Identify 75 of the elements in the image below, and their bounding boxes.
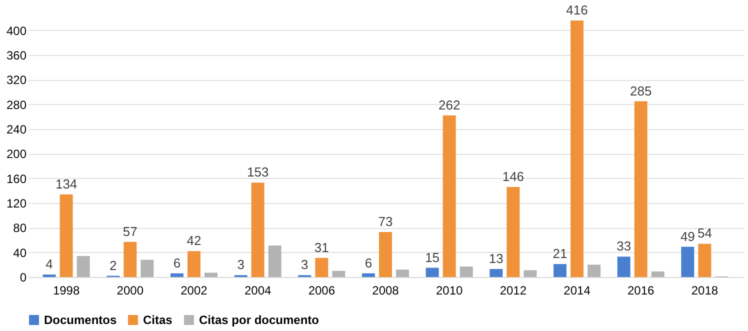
bar: [170, 273, 184, 277]
bar: [140, 260, 154, 277]
legend-label: Citas por documento: [199, 313, 320, 327]
x-tick-label: 2002: [180, 284, 208, 298]
data-label: 21: [552, 246, 568, 262]
x-tick-label: 2000: [116, 284, 144, 298]
data-label: 33: [616, 238, 632, 254]
data-label: 31: [314, 240, 329, 255]
x-tick-label: 2006: [308, 284, 336, 298]
x-tick-label: 1998: [52, 284, 80, 298]
bar: [315, 258, 328, 277]
x-tick-label: 2008: [372, 284, 400, 298]
bar: [442, 115, 456, 277]
bar: [588, 264, 601, 277]
data-label: 416: [566, 2, 588, 18]
y-tick-label: 320: [6, 73, 27, 88]
y-tick-label: 120: [6, 196, 27, 210]
legend-label: Documentos: [44, 313, 117, 327]
bar: [460, 266, 473, 277]
x-tick-label: 2012: [500, 284, 527, 298]
data-label: 262: [438, 97, 460, 112]
bar: [698, 244, 712, 277]
bar: [506, 186, 520, 277]
data-label: 153: [246, 164, 269, 180]
bar: [124, 242, 137, 277]
data-label: 2: [110, 258, 117, 273]
data-label: 49: [680, 228, 695, 244]
bar: [379, 232, 392, 277]
bar: [76, 256, 90, 277]
x-tick-label: 2014: [564, 284, 591, 298]
bar: [570, 20, 584, 277]
bar: [187, 251, 200, 277]
x-tick-label: 2010: [436, 284, 464, 298]
bar: [524, 270, 537, 277]
data-label: 15: [425, 250, 440, 265]
data-label: 42: [186, 233, 202, 248]
data-label: 13: [488, 250, 504, 266]
bar: [651, 271, 664, 277]
bar: [332, 270, 346, 277]
legend-label: Citas: [143, 313, 173, 327]
y-tick-label: 0: [20, 270, 27, 284]
data-label: 54: [697, 226, 712, 241]
x-tick-label: 2016: [628, 284, 655, 298]
bar: [362, 273, 375, 277]
bar: [617, 256, 630, 277]
bar: [396, 270, 410, 277]
x-tick-label: 2004: [244, 284, 272, 298]
bar: [268, 246, 282, 277]
bar: [490, 268, 503, 277]
data-label: 146: [502, 168, 524, 184]
data-label: 57: [122, 224, 138, 239]
y-tick-label: 400: [6, 24, 27, 38]
data-label: 285: [630, 83, 652, 98]
data-label: 6: [173, 255, 181, 270]
bar: [251, 182, 264, 277]
data-label: 3: [301, 257, 308, 272]
x-tick-label: 2018: [691, 284, 718, 298]
bar: [553, 264, 566, 277]
y-tick-label: 240: [6, 122, 27, 136]
data-label: 4: [46, 256, 53, 272]
y-tick-label: 80: [13, 221, 27, 236]
y-tick-label: 40: [13, 246, 27, 260]
data-label: 134: [55, 176, 78, 192]
bar: [634, 101, 648, 277]
bar: [204, 272, 218, 277]
bar: [60, 194, 73, 277]
bar: [426, 268, 439, 277]
y-tick-label: 160: [6, 172, 27, 186]
y-tick-label: 360: [6, 48, 27, 62]
data-label: 6: [364, 255, 372, 270]
data-label: 73: [378, 214, 393, 229]
y-tick-label: 280: [6, 98, 27, 112]
y-tick-label: 200: [6, 147, 27, 162]
data-label: 3: [237, 257, 244, 272]
bar: [681, 246, 694, 277]
